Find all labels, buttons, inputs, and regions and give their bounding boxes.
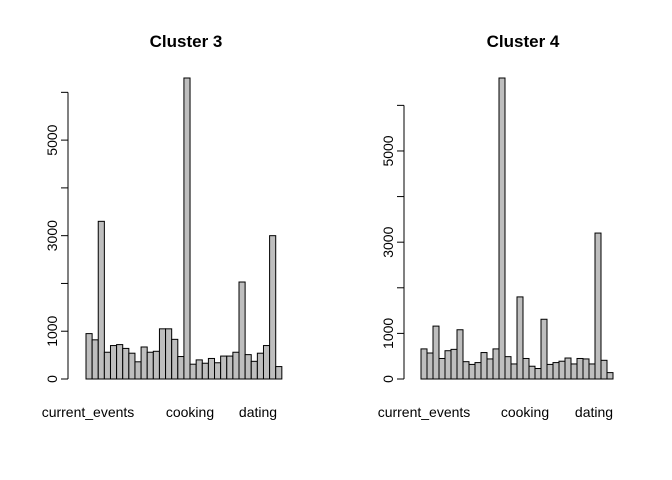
bar [232,351,240,380]
y-tick-label: 3000 [380,226,396,257]
bar [570,363,578,380]
bar [432,325,440,380]
bar [594,232,602,380]
bar [214,362,222,380]
bar [262,345,271,380]
bar [540,318,548,380]
x-category-label: current_events [378,404,471,420]
bar [171,338,179,380]
bar [207,357,216,380]
bar [426,352,434,380]
bar [462,361,470,380]
bar [128,352,136,380]
y-tick-label: 0 [380,375,396,383]
bar [522,357,530,380]
bar [504,356,512,380]
bar [468,363,476,380]
chart-title: Cluster 3 [150,32,223,51]
bar [456,329,464,380]
bar [480,352,488,380]
bar [134,361,142,380]
bar [103,351,111,380]
bar [516,296,524,380]
bar [146,351,154,380]
bar [552,362,560,380]
x-category-label: cooking [501,404,549,420]
bar [201,362,209,380]
bar [244,354,252,380]
bar [250,360,258,380]
y-tick-label: 5000 [44,124,60,155]
bar [189,363,197,380]
bar [444,350,452,380]
y-tick-label: 1000 [380,318,396,349]
bar [486,358,494,380]
x-category-label: dating [239,404,277,420]
cluster-3-panel: Cluster 3 0 1000 3000 5000 current_events coo… [42,32,283,420]
bar [564,357,572,380]
bar [498,77,506,380]
bar [158,328,167,380]
y-tick-label: 3000 [44,220,60,251]
bar [588,363,596,380]
bar [474,362,482,380]
bar [576,357,584,380]
bar [546,363,554,380]
bar [238,281,246,380]
bar [534,368,542,380]
bar [256,352,264,380]
bar [91,339,99,380]
x-category-label: cooking [166,404,214,420]
bar [558,360,566,380]
chart-title: Cluster 4 [487,32,560,51]
bar [450,348,458,380]
bar [438,357,446,380]
bar [510,363,518,380]
bar [492,348,500,380]
x-category-label: dating [575,404,613,420]
bar [582,358,590,380]
bar [606,372,614,380]
bar [220,355,228,380]
bar [528,365,536,380]
y-tick-label: 1000 [44,315,60,346]
bar [116,344,124,380]
bar [600,359,608,380]
bar [177,356,185,380]
y-tick-label: 5000 [380,135,396,166]
bar [85,333,93,380]
bar [275,366,283,380]
bar [269,235,277,380]
bar [195,359,203,380]
bar [140,346,148,380]
y-tick-label: 0 [44,375,60,383]
bar [420,348,428,380]
bar [165,328,173,380]
bar [97,220,105,380]
x-category-label: current_events [42,404,135,420]
bar [109,345,118,380]
bar [226,355,234,380]
bar [152,350,160,380]
cluster-4-panel: Cluster 4 0 1000 3000 5000 current_events coo… [378,32,614,420]
bar [183,77,191,380]
bar [122,347,130,380]
